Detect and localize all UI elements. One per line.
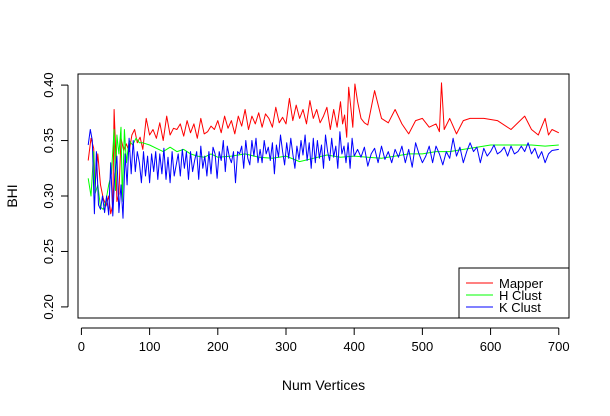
x-axis-label: Num Vertices <box>282 377 365 393</box>
y-tick-label: 0.35 <box>41 128 56 153</box>
y-tick-label: 0.40 <box>41 72 56 97</box>
y-tick-label: 0.20 <box>41 294 56 319</box>
legend-label: H Clust <box>499 288 542 303</box>
x-tick-label: 100 <box>139 339 161 354</box>
plot-frame <box>77 73 570 319</box>
x-tick-label: 200 <box>207 339 229 354</box>
series-layer <box>87 82 560 219</box>
y-tick-label: 0.25 <box>41 239 56 264</box>
x-tick-label: 600 <box>480 339 502 354</box>
legend-box <box>458 267 570 319</box>
y-axis-label: BHI <box>4 184 20 207</box>
series-line-mapper <box>87 82 560 215</box>
x-tick-label: 0 <box>78 339 85 354</box>
x-tick-label: 500 <box>412 339 434 354</box>
y-tick-label: 0.30 <box>41 183 56 208</box>
x-tick-label: 400 <box>343 339 365 354</box>
x-tick-label: 300 <box>275 339 297 354</box>
legend-label: Mapper <box>499 276 544 291</box>
legend-label: K Clust <box>499 300 541 315</box>
y-axis: 0.20 0.25 0.30 0.35 0.40 <box>41 72 69 320</box>
x-tick-label: 700 <box>548 339 570 354</box>
series-line-k-clust <box>87 129 559 219</box>
x-axis: 0 100 200 300 400 500 600 700 <box>78 327 570 354</box>
